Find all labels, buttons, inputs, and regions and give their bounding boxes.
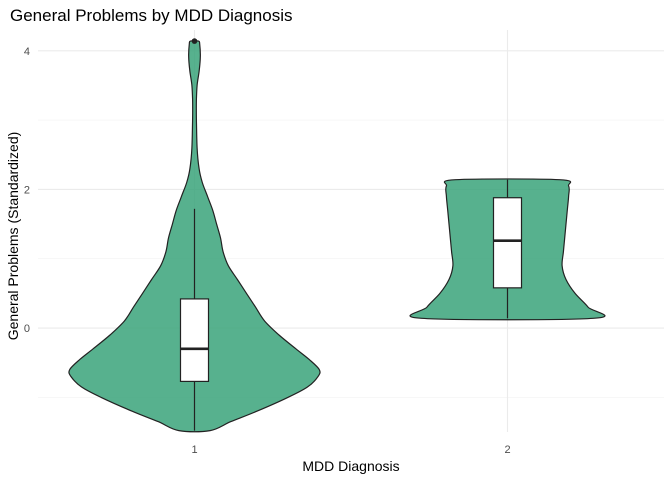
- x-tick-label: 2: [504, 444, 510, 456]
- box-iqr: [179, 298, 210, 383]
- y-tick-label: 2: [24, 184, 30, 196]
- violins: [68, 40, 606, 433]
- y-axis-title: General Problems (Standardized): [5, 132, 21, 341]
- y-tick-label: 4: [24, 46, 30, 58]
- chart-title: General Problems by MDD Diagnosis: [10, 6, 293, 25]
- y-tick-labels: 0 2 4: [24, 46, 30, 335]
- y-tick-label: 0: [24, 323, 30, 335]
- boxplots: [179, 38, 523, 431]
- x-axis-title: MDD Diagnosis: [302, 458, 399, 474]
- x-tick-label: 1: [191, 444, 197, 456]
- box-iqr: [492, 197, 523, 289]
- outlier-point: [191, 38, 198, 44]
